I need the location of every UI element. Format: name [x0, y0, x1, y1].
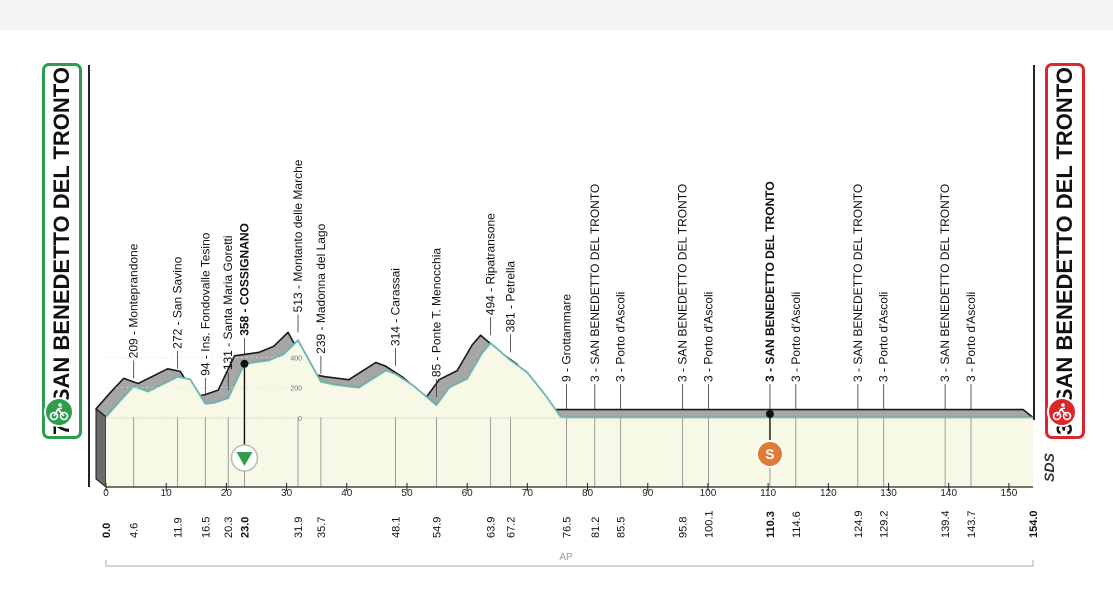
- gpm-dot: [240, 359, 249, 368]
- sprint-label: S: [765, 446, 774, 462]
- km-tick-label: 120: [820, 488, 837, 499]
- place-label: 239 - Madonna del Lago: [314, 223, 328, 353]
- distance-label: 95.8: [678, 517, 690, 538]
- place-label: 381 - Petrella: [504, 261, 518, 333]
- sprint-dot: [765, 410, 774, 418]
- distance-label: 139.4: [940, 510, 952, 538]
- finish-label: 3 - SAN BENEDETTO DEL TRONTO: [1052, 67, 1077, 435]
- distance-label: 0.0: [101, 523, 113, 538]
- sds-logo: SDS: [1041, 453, 1057, 482]
- distance-label: 114.6: [791, 511, 803, 538]
- km-tick-label: 100: [700, 488, 717, 499]
- distance-label: 4.6: [129, 523, 141, 538]
- ap-bracket: [105, 560, 1034, 567]
- km-tick-label: 20: [221, 488, 233, 499]
- distance-label: 110.3: [765, 511, 777, 538]
- profile-line: [105, 338, 1033, 419]
- distance-label: 48.1: [391, 517, 403, 538]
- km-tick-label: 50: [401, 488, 413, 499]
- place-label: 3 - Porto d'Ascoli: [789, 292, 803, 382]
- km-tick-label: 10: [161, 488, 173, 499]
- finish-badge: 3 - SAN BENEDETTO DEL TRONTO: [1045, 63, 1085, 439]
- place-label: 131 - Santa Maria Goretti: [221, 235, 235, 370]
- place-label: 3 - SAN BENEDETTO DEL TRONTO: [938, 184, 952, 382]
- km-tick-label: 40: [341, 488, 353, 499]
- distance-label: 20.3: [223, 517, 235, 538]
- place-label: 3 - SAN BENEDETTO DEL TRONTO: [851, 184, 865, 382]
- distance-label: 63.9: [486, 517, 498, 538]
- distance-label: 23.0: [239, 517, 251, 538]
- km-tick-label: 80: [582, 488, 594, 499]
- place-label: 209 - Monteprandone: [127, 243, 141, 358]
- place-label: 3 - Porto d'Ascoli: [877, 292, 891, 382]
- distance-label: 54.9: [431, 517, 443, 538]
- distance-label: 31.9: [293, 517, 305, 538]
- place-label: 314 - Carassai: [389, 268, 403, 346]
- distance-label: 81.2: [590, 517, 602, 538]
- distance-label: 85.5: [616, 517, 628, 538]
- place-label: 3 - SAN BENEDETTO DEL TRONTO: [763, 181, 777, 382]
- km-tick-label: 130: [880, 488, 897, 499]
- km-tick-label: 110: [760, 488, 776, 499]
- place-label: 494 - Ripatransone: [484, 213, 498, 315]
- km-tick-label: 30: [281, 488, 293, 499]
- top-band: [0, 0, 1113, 30]
- altitude-tick-label: 200: [290, 386, 302, 393]
- altitude-tick-label: 0: [298, 416, 302, 423]
- distance-label: 100.1: [704, 510, 716, 538]
- distance-label: 129.2: [879, 510, 891, 538]
- green-triangle-icon: [236, 452, 253, 466]
- profile-left-side: [95, 407, 107, 489]
- sprint-icon: [755, 440, 784, 468]
- place-label: 358 - COSSIGNANO: [237, 223, 251, 336]
- place-label: 9 - Grottammare: [559, 294, 573, 382]
- profile-face: [106, 340, 1033, 487]
- start-badge: 7 - SAN BENEDETTO DEL TRONTO: [42, 63, 82, 439]
- km-tick-label: 140: [940, 488, 957, 499]
- distance-label: 16.5: [200, 517, 212, 538]
- place-label: 3 - Porto d'Ascoli: [964, 292, 978, 382]
- km-tick-label: 0: [103, 488, 109, 499]
- place-label: 3 - SAN BENEDETTO DEL TRONTO: [676, 184, 690, 382]
- km-tick-label: 150: [1001, 488, 1018, 499]
- distance-label: 154.0: [1028, 510, 1040, 538]
- distance-label: 143.7: [966, 510, 978, 538]
- ap-label: AP: [559, 552, 573, 563]
- altitude-tick-label: 400: [290, 355, 302, 362]
- place-label: 85 - Ponte T. Menocchia: [429, 248, 443, 378]
- place-label: 3 - Porto d'Ascoli: [702, 292, 716, 382]
- place-label: 3 - SAN BENEDETTO DEL TRONTO: [588, 184, 602, 382]
- km-tick-label: 90: [642, 488, 654, 499]
- place-label: 94 - Ins. Fondovalle Tesino: [198, 232, 212, 376]
- distance-label: 11.9: [173, 517, 185, 538]
- distance-label: 124.9: [853, 510, 865, 538]
- place-label: 272 - San Savino: [171, 256, 185, 348]
- start-label: 7 - SAN BENEDETTO DEL TRONTO: [49, 67, 74, 435]
- distance-label: 67.2: [506, 517, 518, 538]
- km-tick-label: 70: [522, 488, 534, 499]
- km-tick-label: 60: [462, 488, 474, 499]
- place-label: 3 - Porto d'Ascoli: [614, 292, 628, 382]
- distance-label: 35.7: [316, 517, 328, 538]
- distance-label: 76.5: [561, 517, 573, 538]
- place-label: 513 - Montanto delle Marche: [291, 159, 305, 312]
